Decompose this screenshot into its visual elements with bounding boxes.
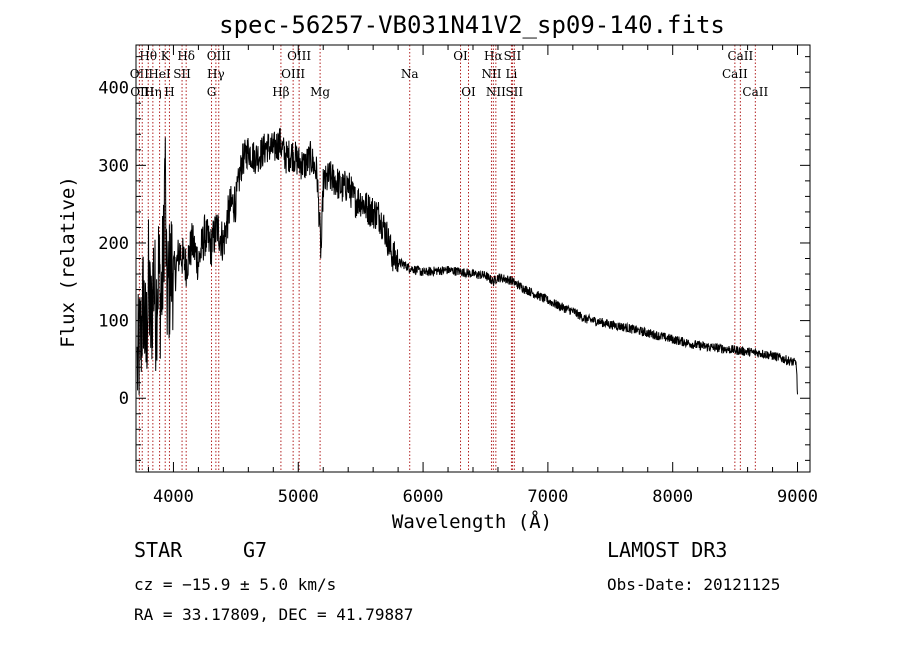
redshift-readout: cz = −15.9 ± 5.0 km/s [134, 575, 336, 594]
marker-label-14: OIII [281, 67, 305, 81]
marker-label-8: Hδ [177, 49, 195, 63]
marker-label-26: CaII [722, 67, 748, 81]
x-tick-label-7000: 7000 [527, 487, 568, 507]
survey-name: LAMOST DR3 [607, 538, 727, 562]
chart-title: spec-56257-VB031N41V2_sp09-140.fits [219, 11, 725, 39]
tick-labels: 4000 5000 6000 7000 8000 9000 0 100 200 300 400 [98, 79, 818, 507]
marker-label-23: Li [506, 67, 518, 81]
x-tick-label-5000: 5000 [278, 487, 319, 507]
y-tick-label-400: 400 [98, 79, 129, 99]
marker-label-24: SII [505, 85, 523, 99]
x-axis-label: Wavelength (Å) [392, 510, 552, 533]
marker-label-11: G [207, 85, 217, 99]
y-tick-label-0: 0 [119, 389, 129, 409]
plot-frame [135, 44, 811, 473]
y-tick-label-200: 200 [98, 234, 129, 254]
marker-label-15: Mg [310, 85, 330, 99]
marker-label-5: HeI [148, 67, 171, 81]
marker-label-6: H [164, 85, 174, 99]
marker-label-25: CaII [727, 49, 753, 63]
marker-label-21: NII [486, 85, 506, 99]
marker-label-10: Hγ [207, 67, 225, 81]
spectrum-line [136, 127, 798, 395]
marker-label-17: OI [453, 49, 468, 63]
y-tick-label-100: 100 [98, 312, 129, 332]
x-tick-label-6000: 6000 [403, 487, 444, 507]
marker-label-12: Hβ [272, 85, 289, 99]
marker-label-4: K [161, 49, 171, 63]
marker-label-22: SII [504, 49, 522, 63]
y-axis-label: Flux (relative) [57, 176, 79, 348]
marker-label-9: OIII [207, 49, 231, 63]
marker-label-18: OI [461, 85, 476, 99]
marker-label-3: Hη [144, 85, 162, 99]
marker-label-27: CaII [742, 85, 768, 99]
marker-label-1: OII [130, 67, 150, 81]
spectral-subclass: G7 [243, 538, 267, 562]
object-type: STAR [134, 538, 183, 562]
x-tick-label-8000: 8000 [652, 487, 693, 507]
marker-label-20: NII [481, 67, 501, 81]
marker-label-7: SII [173, 67, 191, 81]
observation-date: Obs-Date: 20121125 [607, 575, 780, 594]
spectrum-series [136, 127, 798, 395]
axis-ticks [136, 45, 810, 472]
x-tick-label-9000: 9000 [777, 487, 818, 507]
x-tick-label-4000: 4000 [153, 487, 194, 507]
marker-label-13: OIII [287, 49, 311, 63]
y-tick-label-300: 300 [98, 156, 129, 176]
marker-label-19: Hα [484, 49, 503, 63]
coordinates-readout: RA = 33.17809, DEC = 41.79887 [134, 605, 413, 624]
marker-label-16: Na [401, 67, 419, 81]
